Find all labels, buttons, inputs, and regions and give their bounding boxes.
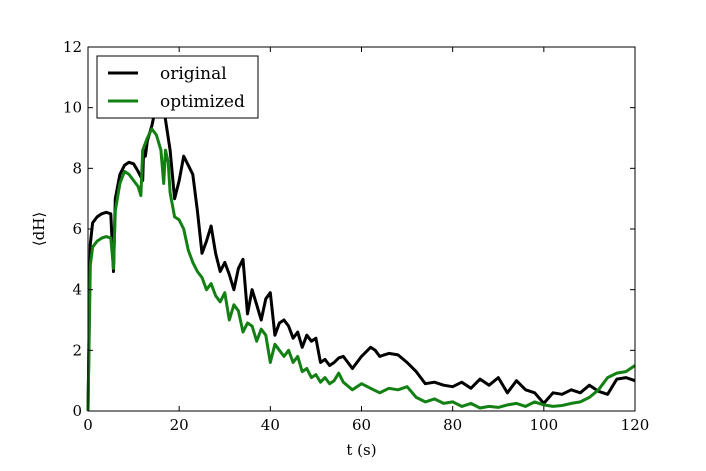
- x-tick-label: 60: [352, 416, 371, 434]
- legend: original optimized: [96, 55, 259, 119]
- legend-label-optimized: optimized: [160, 92, 245, 112]
- series-lines: [86, 75, 636, 412]
- axis-ticks: 0 20 40 60 80 100 120 0 2 4 6 8 10 12: [63, 38, 649, 434]
- x-tick-label: 120: [621, 416, 650, 434]
- legend-label-original: original: [160, 64, 227, 84]
- series-line-optimized: [86, 127, 636, 412]
- y-tick-label: 0: [72, 402, 82, 420]
- y-tick-label: 2: [72, 341, 82, 359]
- x-tick-label: 100: [530, 416, 559, 434]
- y-tick-label: 12: [63, 38, 82, 56]
- x-tick-label: 40: [261, 416, 280, 434]
- legend-box: [96, 55, 259, 119]
- series-line-original: [86, 75, 636, 412]
- x-tick-label: 0: [83, 416, 93, 434]
- x-tick-label: 20: [170, 416, 189, 434]
- y-tick-label: 10: [63, 99, 82, 117]
- y-tick-label: 4: [72, 281, 82, 299]
- y-axis-label: ⟨dH⟩: [30, 212, 48, 246]
- y-tick-label: 8: [72, 159, 82, 177]
- x-tick-label: 80: [443, 416, 462, 434]
- x-axis-label: t (s): [346, 441, 376, 459]
- y-tick-label: 6: [72, 220, 82, 238]
